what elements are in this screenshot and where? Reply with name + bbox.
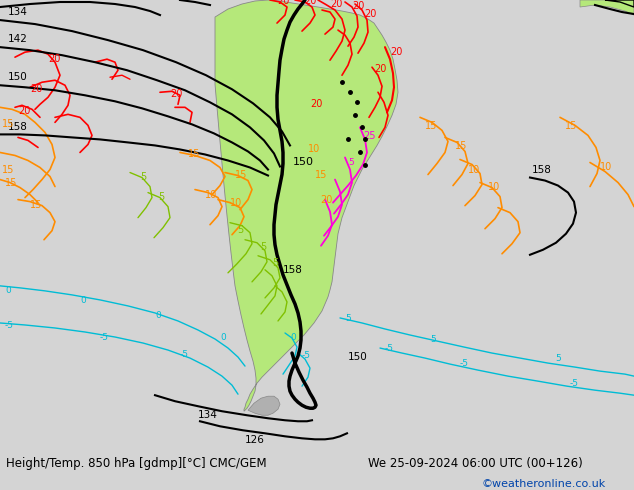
Text: 134: 134 — [198, 410, 218, 420]
Text: 5: 5 — [348, 158, 354, 168]
Text: 20: 20 — [390, 47, 403, 57]
Text: 20: 20 — [30, 84, 42, 94]
Text: 0: 0 — [5, 286, 11, 295]
Text: -5: -5 — [570, 379, 579, 388]
Text: -5: -5 — [385, 344, 394, 353]
Text: 15: 15 — [455, 142, 467, 151]
Text: 142: 142 — [8, 34, 28, 44]
Text: 158: 158 — [283, 265, 303, 275]
Text: 20: 20 — [18, 106, 30, 116]
Text: 10: 10 — [205, 190, 217, 199]
Polygon shape — [248, 396, 280, 415]
Text: 20: 20 — [310, 99, 322, 109]
Text: 25: 25 — [363, 131, 375, 142]
Text: 15: 15 — [235, 170, 247, 179]
Text: 20: 20 — [374, 64, 386, 74]
Text: 0: 0 — [220, 333, 226, 342]
Text: 20: 20 — [352, 1, 365, 11]
Text: 15: 15 — [2, 165, 15, 174]
Text: 15: 15 — [425, 122, 437, 131]
Polygon shape — [580, 0, 634, 15]
Text: 15: 15 — [188, 149, 200, 159]
Text: -5: -5 — [5, 321, 14, 330]
Text: 10: 10 — [308, 145, 320, 154]
Text: 15: 15 — [315, 170, 327, 179]
Text: 10: 10 — [488, 182, 500, 192]
Text: 20: 20 — [330, 0, 342, 9]
Text: 20: 20 — [277, 0, 289, 6]
Text: 0: 0 — [155, 311, 161, 320]
Text: 158: 158 — [532, 165, 552, 174]
Text: 10: 10 — [230, 197, 242, 208]
Text: -5: -5 — [100, 333, 109, 342]
Polygon shape — [605, 0, 634, 7]
Text: -5: -5 — [460, 359, 469, 368]
Polygon shape — [215, 0, 398, 411]
Text: 20: 20 — [364, 9, 377, 19]
Text: 126: 126 — [245, 435, 265, 445]
Text: 5: 5 — [158, 192, 164, 201]
Text: 20: 20 — [320, 195, 332, 205]
Text: ©weatheronline.co.uk: ©weatheronline.co.uk — [482, 479, 606, 489]
Text: 5: 5 — [140, 172, 146, 181]
Text: 20: 20 — [170, 89, 183, 99]
Text: We 25-09-2024 06:00 UTC (00+126): We 25-09-2024 06:00 UTC (00+126) — [368, 457, 583, 469]
Text: 15: 15 — [565, 122, 578, 131]
Text: -5: -5 — [180, 350, 189, 359]
Text: 5: 5 — [345, 314, 351, 323]
Text: 5: 5 — [272, 258, 278, 268]
Text: 5: 5 — [430, 335, 436, 344]
Text: 158: 158 — [8, 122, 28, 132]
Text: 134: 134 — [8, 7, 28, 17]
Text: -5: -5 — [302, 351, 311, 360]
Text: 15: 15 — [30, 199, 42, 210]
Text: 10: 10 — [600, 162, 612, 172]
Text: 5: 5 — [555, 354, 560, 363]
Text: Height/Temp. 850 hPa [gdmp][°C] CMC/GEM: Height/Temp. 850 hPa [gdmp][°C] CMC/GEM — [6, 457, 267, 469]
Text: 5: 5 — [260, 242, 266, 252]
Text: 20: 20 — [304, 0, 316, 6]
Text: 150: 150 — [8, 72, 28, 82]
Text: 150: 150 — [293, 157, 314, 168]
Text: 150: 150 — [348, 352, 368, 362]
Text: 5: 5 — [237, 225, 243, 235]
Text: 10: 10 — [468, 165, 480, 174]
Text: 15: 15 — [2, 120, 15, 129]
Text: 0: 0 — [290, 333, 295, 342]
Text: 15: 15 — [5, 177, 17, 188]
Text: 20: 20 — [48, 54, 60, 64]
Text: 0: 0 — [80, 296, 86, 305]
